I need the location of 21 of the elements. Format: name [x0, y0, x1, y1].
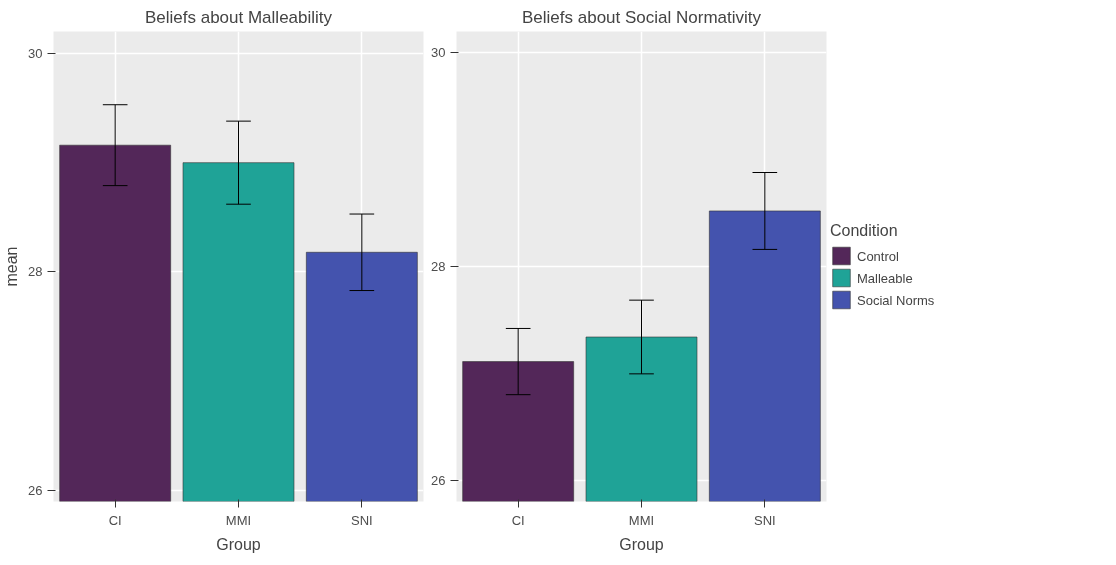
y-tick-label: 28 — [431, 259, 446, 274]
y-tick-label: 30 — [28, 45, 43, 61]
chart-title: Beliefs about Malleability — [144, 7, 333, 27]
legend-label: Control — [857, 248, 899, 263]
x-tick-label: CI — [511, 512, 525, 528]
legend-title: Condition — [830, 221, 899, 240]
y-tick-label: 30 — [431, 45, 446, 61]
x-tick-label: CI — [108, 512, 122, 528]
legend-label: Social Norms — [857, 292, 935, 307]
x-axis-title: Group — [216, 535, 261, 553]
y-tick-label: 26 — [431, 472, 446, 488]
chart-title: Beliefs about Social Normativity — [521, 7, 762, 27]
y-tick-label: 26 — [28, 483, 43, 499]
y-axis-title: mean — [3, 246, 21, 287]
x-axis-title: Group — [619, 535, 664, 553]
x-tick-label: MMI — [225, 512, 252, 528]
x-tick-label: MMI — [628, 512, 655, 528]
y-tick-label: 28 — [28, 264, 43, 280]
legend-label: Malleable — [857, 270, 913, 285]
x-tick-label: SNI — [351, 512, 373, 528]
x-tick-label: SNI — [754, 512, 776, 528]
